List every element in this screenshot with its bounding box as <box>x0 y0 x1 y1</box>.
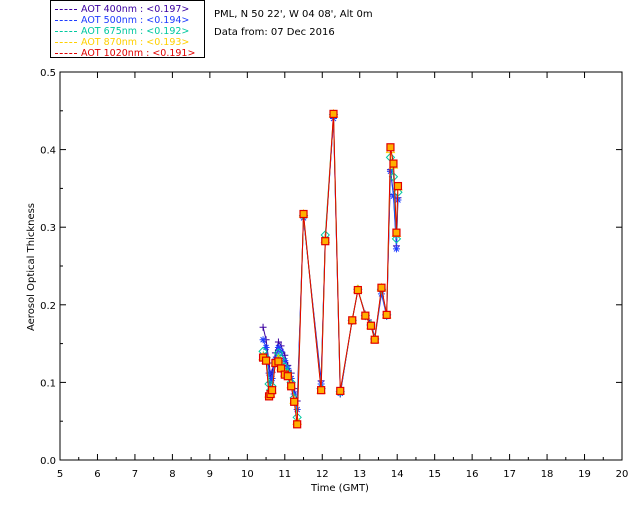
plot-frame <box>59 71 623 461</box>
x-tick-label: 16 <box>466 469 479 480</box>
x-tick-label: 13 <box>353 469 366 480</box>
chart-series <box>258 108 403 429</box>
data-point-500nm <box>268 375 276 383</box>
y-tick-label: 0.1 <box>40 378 56 389</box>
legend-swatch-400nm <box>55 9 77 10</box>
data-point-500nm <box>267 378 275 386</box>
data-point-500nm <box>281 357 289 365</box>
data-point-675nm <box>388 172 399 182</box>
legend-swatch-870nm <box>55 42 77 43</box>
site-info: PML, N 50 22', W 04 08', Alt 0m Data fro… <box>214 6 373 42</box>
data-point-500nm <box>274 343 282 351</box>
legend-swatch-675nm <box>55 31 77 32</box>
data-point-400nm <box>271 349 279 357</box>
legend-label-675nm: AOT 675nm : <0.192> <box>81 26 190 37</box>
x-tick-label: 9 <box>207 469 213 480</box>
x-tick-label: 12 <box>316 469 329 480</box>
x-tick-label: 19 <box>578 469 591 480</box>
data-point-1020nm <box>321 237 330 246</box>
data-point-1020nm <box>293 420 302 429</box>
legend-label-870nm: AOT 870nm : <0.193> <box>81 37 190 48</box>
legend-label-1020nm: AOT 1020nm : <0.191> <box>81 48 196 59</box>
data-point-1020nm <box>261 356 271 365</box>
legend-swatch-500nm <box>55 20 77 21</box>
data-date: Data from: 07 Dec 2016 <box>214 27 335 38</box>
y-tick-label: 0.2 <box>40 301 56 312</box>
data-point-1020nm <box>377 283 386 292</box>
data-point-1020nm <box>283 372 292 381</box>
legend-item-500nm: AOT 500nm : <0.194> <box>55 15 189 26</box>
data-point-1020nm <box>329 109 338 119</box>
legend-item-400nm: AOT 400nm : <0.197> <box>55 4 189 15</box>
data-point-1020nm <box>267 386 277 395</box>
site-location: PML, N 50 22', W 04 08', Alt 0m <box>214 9 373 20</box>
x-tick-label: 5 <box>57 469 63 480</box>
data-point-1020nm <box>290 397 299 406</box>
data-point-400nm <box>259 323 267 331</box>
data-point-1020nm <box>274 357 283 366</box>
x-tick-label: 18 <box>541 469 554 480</box>
x-axis-title: Time (GMT) <box>310 483 369 494</box>
data-point-500nm <box>265 369 273 377</box>
data-point-1020nm <box>382 310 391 319</box>
x-tick-label: 15 <box>428 469 441 480</box>
data-point-1020nm <box>389 159 398 168</box>
data-point-500nm <box>389 192 397 200</box>
data-point-1020nm <box>336 386 345 396</box>
y-axis-title: Aerosol Optical Thickness <box>26 203 37 331</box>
data-point-675nm <box>391 234 402 244</box>
data-point-1020nm <box>353 285 362 295</box>
x-tick-label: 10 <box>241 469 254 480</box>
x-tick-label: 14 <box>391 469 404 480</box>
x-tick-label: 11 <box>278 469 291 480</box>
legend-item-675nm: AOT 675nm : <0.192> <box>55 26 189 37</box>
legend-item-1020nm: AOT 1020nm : <0.191> <box>55 48 195 59</box>
data-point-1020nm <box>361 311 370 320</box>
x-tick-label: 20 <box>616 469 629 480</box>
data-point-1020nm <box>287 382 296 391</box>
data-point-675nm <box>273 348 284 358</box>
data-point-1020nm <box>317 386 326 395</box>
data-point-500nm <box>392 245 400 253</box>
y-tick-label: 0.3 <box>40 223 56 234</box>
legend-swatch-1020nm <box>55 53 77 54</box>
y-tick-label: 0.4 <box>40 146 56 157</box>
x-tick-label: 6 <box>94 469 100 480</box>
data-point-1020nm <box>393 181 403 191</box>
data-point-1020nm <box>386 143 395 152</box>
data-point-1020nm <box>370 335 379 344</box>
data-point-1020nm <box>392 228 401 237</box>
data-point-1020nm <box>299 209 308 219</box>
legend: AOT 400nm : <0.197> AOT 500nm : <0.194> … <box>50 0 205 59</box>
data-point-1020nm <box>366 321 376 330</box>
legend-item-870nm: AOT 870nm : <0.193> <box>55 37 189 48</box>
x-tick-label: 7 <box>132 469 138 480</box>
data-point-1020nm <box>348 316 357 325</box>
y-tick-label: 0.5 <box>40 68 56 79</box>
data-point-500nm <box>262 343 270 351</box>
x-tick-label: 8 <box>169 469 175 480</box>
x-tick-label: 17 <box>503 469 516 480</box>
legend-label-400nm: AOT 400nm : <0.197> <box>81 4 190 15</box>
y-tick-label: 0.0 <box>40 456 56 467</box>
legend-label-500nm: AOT 500nm : <0.194> <box>81 15 190 26</box>
chart-axes: 5 6 7 8 9 10 11 12 13 14 15 16 17 18 19 20 0.0 0.1 0.2 0.3 0… <box>40 68 628 480</box>
data-point-500nm <box>259 336 267 344</box>
